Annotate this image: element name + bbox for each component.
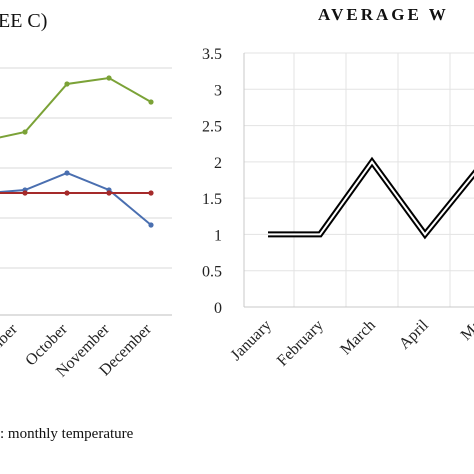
right-y-tick-label: 1: [214, 227, 222, 244]
left-legend-entry: : monthly temperature: [0, 426, 134, 442]
left-series-line: [0, 76, 152, 139]
right-y-tick-label: 0: [214, 300, 222, 317]
right-y-tick-label: 1.5: [202, 191, 222, 208]
right-chart-gridlines: [243, 52, 474, 308]
right-y-tick-label: 3.5: [202, 46, 222, 63]
left-chart-series: [0, 75, 154, 228]
right-y-tick-label: 2.5: [202, 119, 222, 136]
left-series-point: [148, 222, 154, 228]
left-series-point: [106, 75, 112, 81]
left-series-point: [22, 129, 28, 135]
right-y-tick-label: 0.5: [202, 264, 222, 281]
right-x-tick-label: April: [396, 316, 432, 352]
right-y-tick-label: 2: [214, 155, 222, 172]
left-series-line: [0, 171, 152, 226]
left-series-point: [148, 99, 154, 105]
right-series-line-inner: [268, 160, 474, 237]
left-series-point: [22, 190, 28, 196]
left-series-point: [148, 190, 154, 196]
right-x-tick-label: February: [274, 317, 327, 370]
right-y-tick-label: 3: [214, 82, 222, 99]
right-x-tick-label: Ma: [458, 317, 474, 344]
right-x-tick-label: January: [228, 317, 275, 364]
right-chart-title: AVERAGE W: [318, 5, 449, 24]
left-series-point: [64, 170, 70, 176]
left-chart-title: EE C): [0, 10, 47, 32]
left-chart-gridlines: [0, 67, 172, 316]
left-series-point: [106, 190, 112, 196]
left-series-point: [64, 190, 70, 196]
right-x-tick-label: March: [337, 317, 379, 359]
right-chart-series: [268, 156, 474, 240]
left-series-point: [64, 81, 70, 87]
left-x-tick-label: mber: [0, 320, 21, 356]
